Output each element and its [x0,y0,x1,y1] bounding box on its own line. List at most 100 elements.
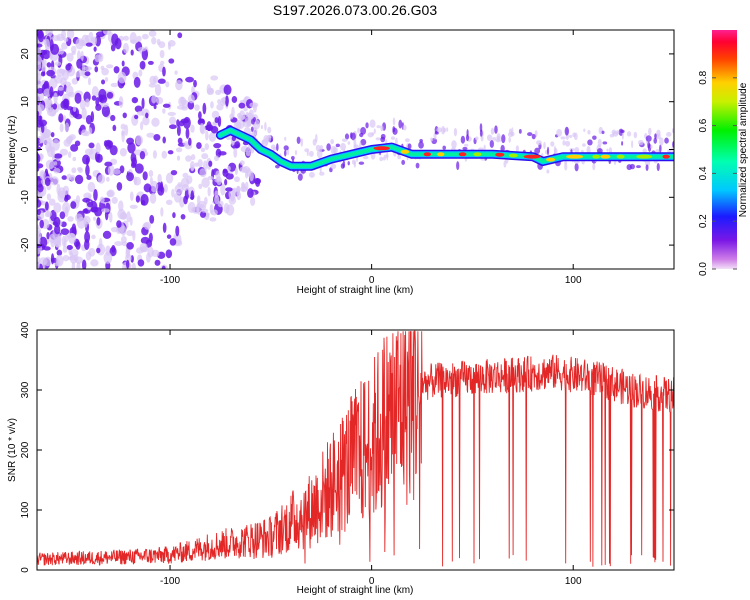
noise-blob [130,49,134,56]
noise-blob [562,140,566,146]
noise-blob [133,176,142,186]
noise-blob [392,117,396,126]
noise-blob [59,123,64,133]
noise-blob [220,97,226,103]
noise-blob [44,201,49,211]
noise-blob [162,108,166,114]
noise-blob [654,133,657,139]
noise-blob [154,83,162,96]
noise-blob [149,192,157,204]
noise-blob [134,163,144,174]
noise-blob [162,103,171,108]
ridge-hotspot [400,149,410,154]
noise-blob [587,129,591,135]
noise-blob [70,45,77,54]
noise-blob [45,159,55,170]
noise-blob [222,168,229,177]
noise-blob [235,119,245,130]
noise-blob [180,118,190,124]
noise-blob [243,106,248,112]
noise-blob [67,135,74,142]
noise-blob [58,113,64,123]
noise-blob [250,196,256,207]
ridge-hotspot [458,152,467,157]
noise-blob [50,176,59,186]
noise-blob [41,59,47,67]
noise-blob [126,241,134,250]
noise-blob [460,135,466,144]
noise-blob [91,95,97,101]
noise-blob [358,161,365,165]
noise-blob [531,133,536,140]
noise-blob [62,185,70,196]
noise-blob [59,211,66,220]
noise-blob [81,259,87,269]
noise-blob [626,164,632,171]
noise-blob [174,184,184,195]
noise-blob [185,155,192,162]
noise-blob [240,145,249,153]
noise-blob [496,136,501,140]
noise-blob [87,77,92,86]
noise-blob [122,112,127,119]
noise-blob [534,147,541,155]
noise-blob [53,216,61,228]
colorbar-tick-label: 0.4 [698,166,709,180]
noise-blob [253,116,257,122]
noise-blob [202,102,207,115]
noise-blob [47,97,52,109]
noise-blob [217,200,224,208]
noise-blob [61,30,66,40]
noise-blob [126,211,131,223]
noise-blob [546,169,550,174]
noise-blob [139,60,146,70]
noise-blob [197,118,206,126]
noise-blob [88,31,94,39]
noise-blob [91,36,98,43]
noise-blob [129,204,138,209]
y-tick-label: 20 [20,48,31,60]
noise-blob [80,50,84,62]
noise-blob [140,200,146,206]
noise-blob [104,77,109,82]
noise-blob [116,220,122,228]
noise-blob [97,174,106,184]
noise-blob [188,137,192,146]
noise-blob [129,216,133,226]
noise-blob [225,95,229,107]
noise-blob [655,149,659,154]
noise-blob [602,141,608,145]
noise-blob [220,183,226,196]
noise-blob [94,54,102,63]
noise-blob [101,208,110,213]
noise-blob [174,70,178,75]
noise-blob [489,139,494,148]
ridge-hotspot [546,157,556,162]
noise-blob [49,39,54,52]
noise-blob [122,42,129,54]
noise-blob [218,151,227,156]
noise-blob [86,175,92,181]
noise-blob [247,188,254,199]
noise-blob [88,142,95,149]
noise-blob [606,148,609,152]
noise-blob [112,124,117,132]
noise-blob [546,146,550,156]
noise-blob [492,137,497,141]
noise-blob [44,177,51,187]
noise-blob [44,38,50,50]
y-tick-label: 200 [20,441,31,458]
noise-blob [172,212,176,219]
noise-blob [154,259,161,266]
noise-blob [37,119,44,128]
noise-blob [160,60,165,65]
noise-blob [110,114,116,122]
noise-blob [126,229,134,237]
noise-blob [214,117,219,124]
noise-blob [64,196,69,202]
noise-blob [103,251,113,264]
colorbar-tick-label: 0.6 [698,118,709,132]
noise-blob [208,160,213,167]
noise-blob [180,96,185,104]
